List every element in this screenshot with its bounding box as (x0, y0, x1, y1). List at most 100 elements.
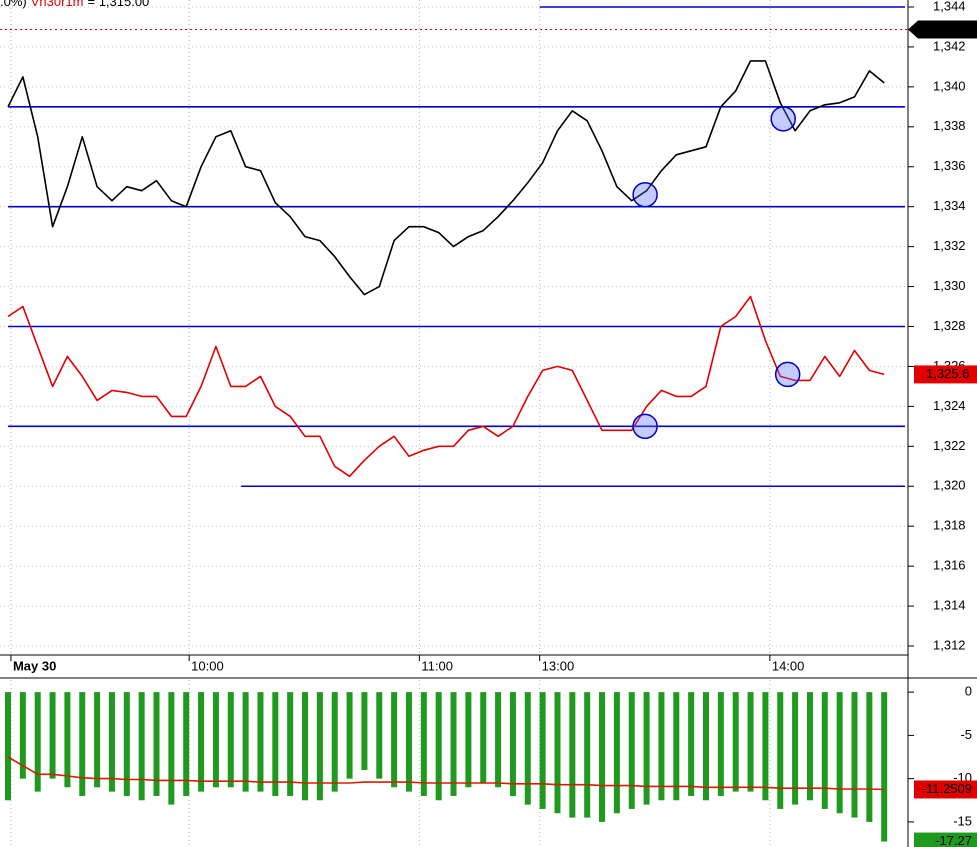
header-part: = 1,315.00 (87, 0, 149, 9)
bar (420, 692, 427, 796)
bar (242, 692, 249, 792)
y-tick-label: 1,336 (933, 158, 966, 173)
x-tick-label: 14:00 (772, 658, 805, 673)
bar (509, 692, 516, 796)
marker (632, 181, 658, 208)
bar (717, 692, 724, 796)
bar (480, 692, 487, 783)
y-tick-label: 1,312 (933, 637, 966, 652)
y-tick-label: 1,334 (933, 198, 966, 213)
marker (770, 106, 796, 132)
bar (108, 692, 115, 792)
bar (539, 692, 546, 809)
bar (569, 692, 576, 818)
y-tick-label: 1,330 (933, 278, 966, 293)
bar (762, 692, 769, 801)
x-tick-label: May 30 (13, 658, 56, 673)
y-tick-label: -15 (953, 813, 972, 828)
bar (168, 692, 175, 805)
bar (435, 692, 442, 801)
bar (584, 692, 591, 818)
bar (316, 692, 323, 801)
bar (450, 692, 457, 796)
bar (153, 692, 160, 796)
bar (123, 692, 130, 796)
bar (376, 692, 383, 779)
y-tick-label: 1,338 (933, 118, 966, 133)
bar (287, 692, 294, 796)
bar (361, 692, 368, 770)
bar (628, 692, 635, 809)
bar (19, 692, 26, 779)
last-value-label: -17.27 (935, 833, 972, 847)
series-line (7, 756, 885, 791)
bar (5, 692, 11, 801)
x-tick-label: 10:00 (191, 658, 224, 673)
bar (49, 692, 56, 779)
bar (777, 692, 784, 809)
bar (331, 692, 338, 792)
y-tick-label: 1,344 (933, 0, 966, 13)
bar (34, 692, 41, 792)
y-tick-label: 1,340 (933, 78, 966, 93)
header-part: .0%) (0, 0, 27, 9)
marker (774, 361, 801, 388)
bar (688, 692, 695, 796)
series-line (7, 295, 885, 478)
bar (881, 692, 888, 842)
last-value-tag (914, 365, 977, 384)
bar (554, 692, 561, 814)
bar (94, 692, 101, 788)
bar (599, 692, 606, 822)
bar (227, 692, 234, 788)
bar (302, 692, 309, 801)
last-value-tag (914, 780, 977, 799)
bar (836, 692, 843, 814)
bar (702, 692, 709, 801)
y-tick-label: 1,314 (933, 598, 966, 613)
bar (198, 692, 205, 792)
bar (673, 692, 680, 801)
header-part: Vh30r1m (31, 0, 84, 9)
bar (79, 692, 86, 796)
bar (495, 692, 502, 788)
x-tick-label: 13:00 (542, 658, 575, 673)
bar (866, 692, 873, 822)
bar (806, 692, 813, 801)
header: .0%) Vh30r1m = 1,315.00 (0, 0, 149, 9)
y-tick-label: 1,324 (933, 398, 966, 413)
last-value-label: 1,325.6 (926, 366, 969, 381)
y-tick-label: 1,320 (933, 478, 966, 493)
bar (821, 692, 828, 809)
y-tick-label: 1,318 (933, 518, 966, 533)
y-tick-label: 1,316 (933, 558, 966, 573)
bar (64, 692, 71, 788)
bar (405, 692, 412, 792)
bar (391, 692, 398, 788)
series-line (7, 60, 885, 296)
marker (632, 413, 658, 440)
x-tick-label: 11:00 (421, 658, 453, 673)
bar (138, 692, 145, 801)
bar (643, 692, 650, 805)
bar (747, 692, 754, 792)
bar (465, 692, 472, 788)
bar (524, 692, 531, 805)
y-tick-label: 1,322 (933, 438, 966, 453)
y-tick-label: 1,342 (933, 38, 966, 53)
price-tag (908, 20, 977, 39)
bar (851, 692, 858, 818)
last-value-tag (914, 832, 977, 847)
y-tick-label: 0 (965, 684, 972, 699)
bar (658, 692, 665, 801)
y-tick-label: 1,328 (933, 318, 966, 333)
bar (346, 692, 353, 779)
bar (183, 692, 190, 796)
price-tag-label: 1,342.87 (926, 21, 977, 36)
bar (613, 692, 620, 814)
y-tick-label: -5 (960, 727, 972, 742)
bar (792, 692, 799, 805)
bar (257, 692, 264, 792)
